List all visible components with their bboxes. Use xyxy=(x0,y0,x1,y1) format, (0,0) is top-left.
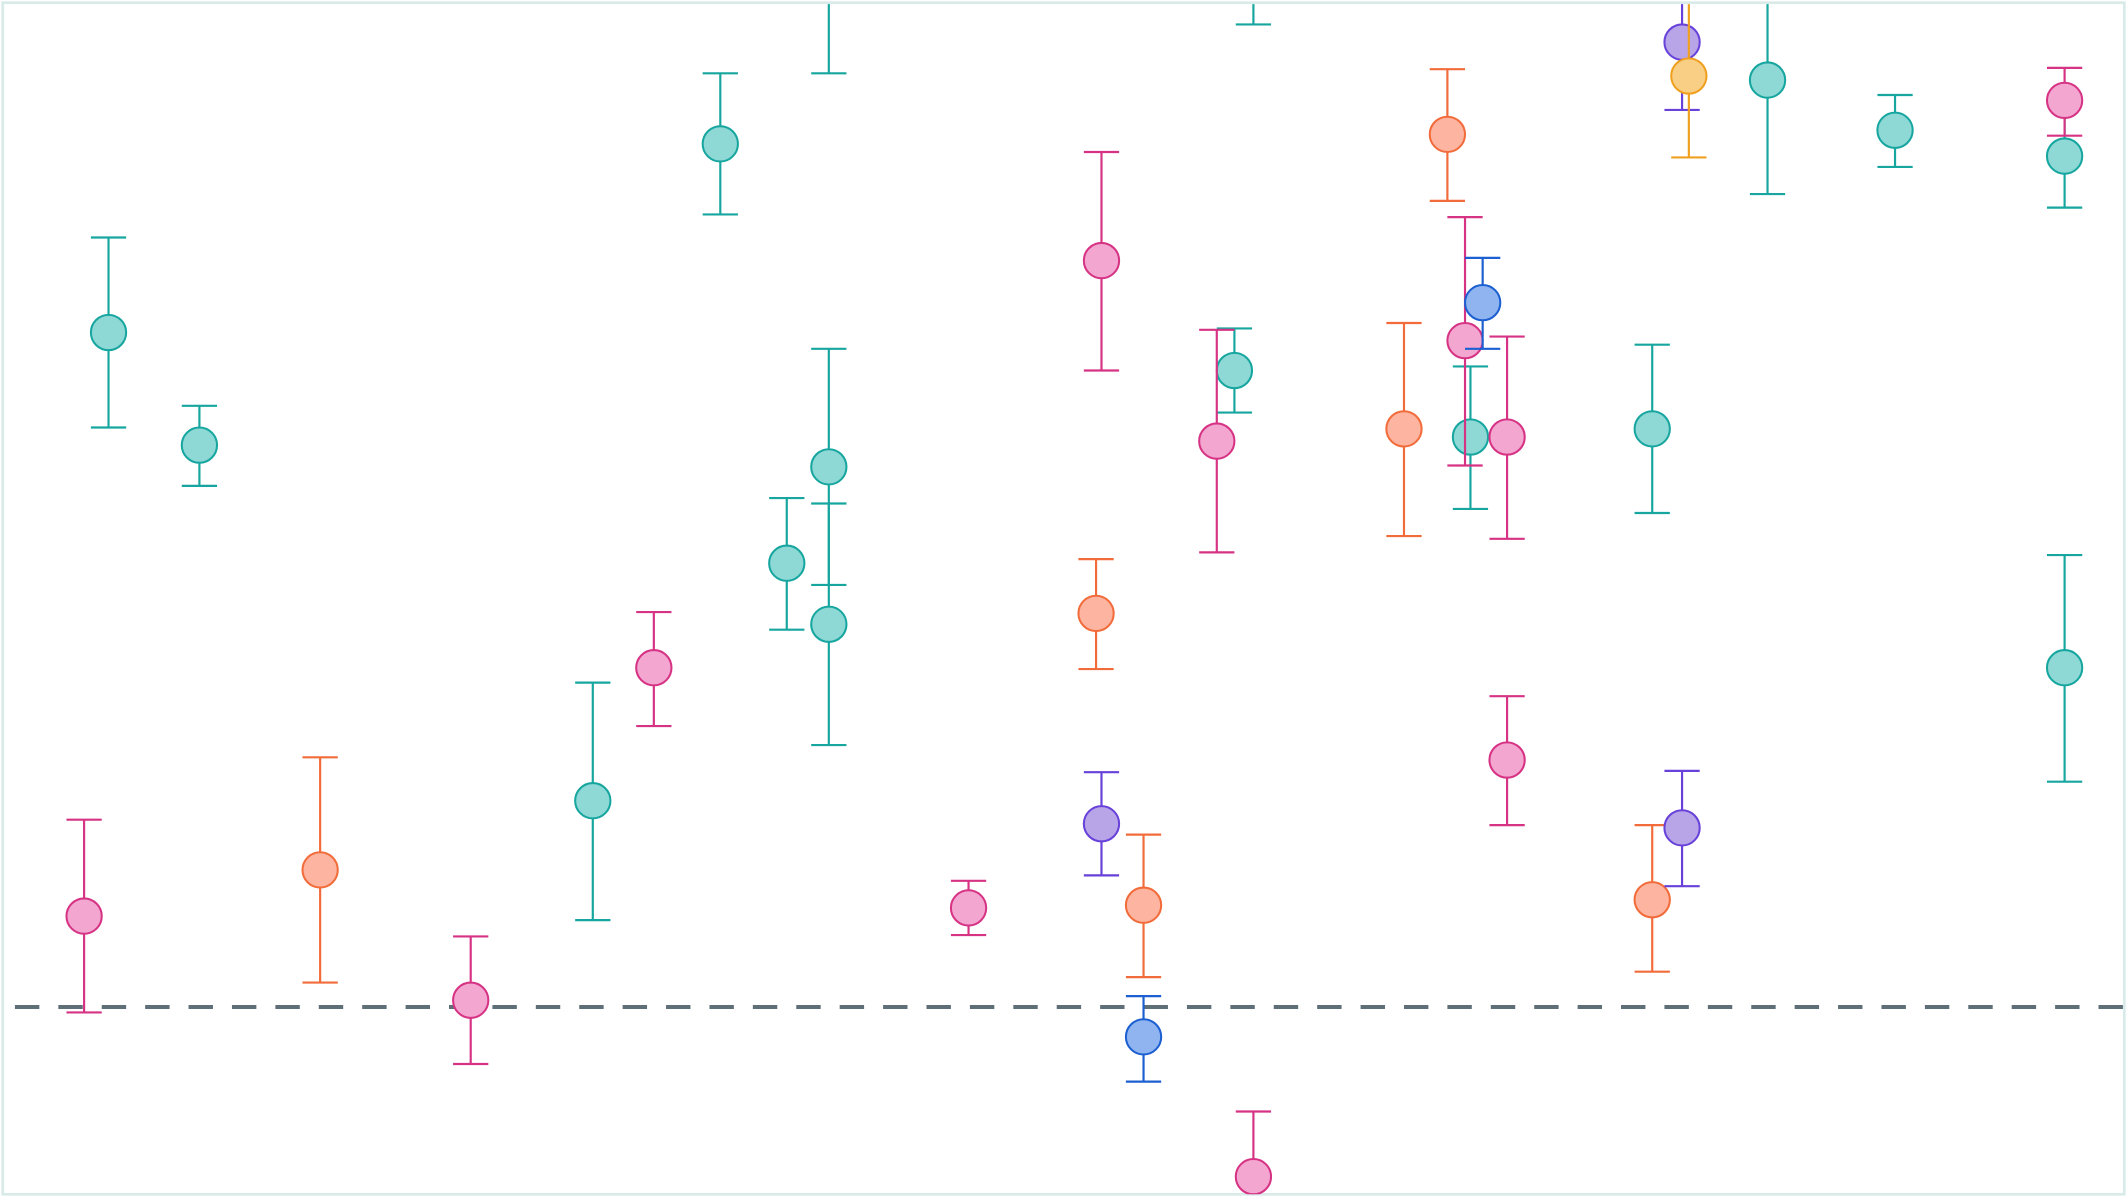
point xyxy=(1198,422,1236,460)
point xyxy=(1633,881,1671,919)
point xyxy=(2045,81,2084,120)
point xyxy=(701,125,739,163)
point xyxy=(1077,594,1115,633)
point xyxy=(1633,410,1671,448)
point xyxy=(768,544,806,582)
point xyxy=(1082,241,1121,280)
point xyxy=(1385,410,1423,448)
error-bar xyxy=(811,4,847,75)
point xyxy=(1451,418,1490,456)
point xyxy=(1663,809,1701,847)
point xyxy=(1876,111,1914,149)
point xyxy=(301,851,339,889)
point xyxy=(89,313,128,352)
point xyxy=(1082,805,1121,843)
point xyxy=(1663,23,1701,61)
point xyxy=(810,605,848,643)
error-bar xyxy=(1235,4,1272,26)
point xyxy=(1464,283,1502,322)
point xyxy=(1488,418,1526,456)
point xyxy=(1670,57,1708,95)
point xyxy=(810,448,848,486)
point xyxy=(2045,649,2084,687)
point xyxy=(65,897,103,935)
point xyxy=(1446,321,1484,360)
point xyxy=(1488,741,1526,779)
point xyxy=(180,426,219,464)
point xyxy=(574,782,612,820)
point xyxy=(1428,115,1467,154)
point xyxy=(1124,886,1163,924)
point xyxy=(949,889,988,927)
point xyxy=(1234,1157,1273,1195)
point xyxy=(635,649,673,687)
point xyxy=(452,981,490,1019)
point xyxy=(2045,137,2084,175)
point xyxy=(1748,61,1787,99)
point xyxy=(1215,351,1254,390)
point xyxy=(1124,1018,1163,1056)
plot-area xyxy=(14,4,2125,1195)
